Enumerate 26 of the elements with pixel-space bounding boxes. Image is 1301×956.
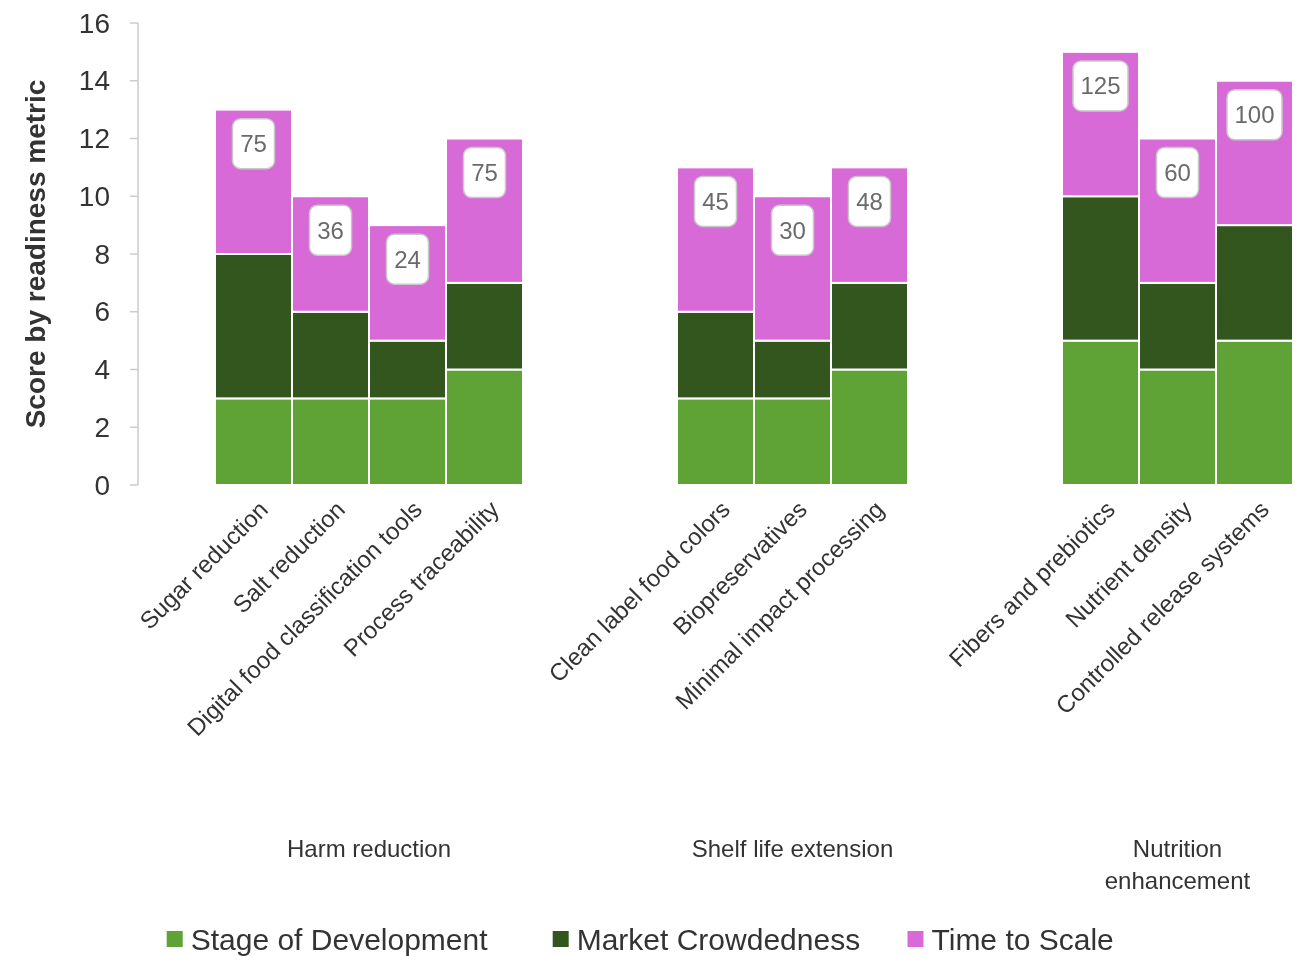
annotation: 125	[1080, 72, 1121, 100]
y-tick-label: 6	[94, 296, 110, 328]
annotation: 30	[779, 216, 806, 244]
y-tick-label: 0	[94, 469, 110, 501]
annotation: 45	[702, 187, 729, 215]
y-axis-title: Score by readiness metric	[20, 79, 51, 429]
annotation: 60	[1164, 159, 1191, 186]
text: Nutrition enhancement	[1104, 835, 1251, 894]
y-tick-label: 14	[78, 65, 110, 97]
legend-label: Stage of Development	[190, 922, 489, 956]
legend-label: Market Crowdedness	[576, 922, 861, 956]
y-tick-label: 10	[78, 180, 110, 212]
y-tick-label: 4	[94, 354, 110, 385]
annotation: 75	[471, 159, 498, 186]
y-tick-label: 12	[78, 123, 110, 154]
y-tick-label: 16	[78, 7, 110, 39]
y-tick-label: 2	[94, 411, 110, 443]
legend-label: Time to Scale	[931, 922, 1114, 956]
text: Harm reduction	[286, 835, 452, 862]
text: Shelf life extension	[691, 835, 894, 862]
annotation: 100	[1234, 101, 1275, 129]
annotation: 36	[317, 216, 344, 244]
annotation: 75	[240, 130, 267, 158]
y-tick-label: 8	[94, 238, 110, 270]
annotation: 24	[394, 245, 421, 273]
annotation: 48	[856, 187, 883, 215]
